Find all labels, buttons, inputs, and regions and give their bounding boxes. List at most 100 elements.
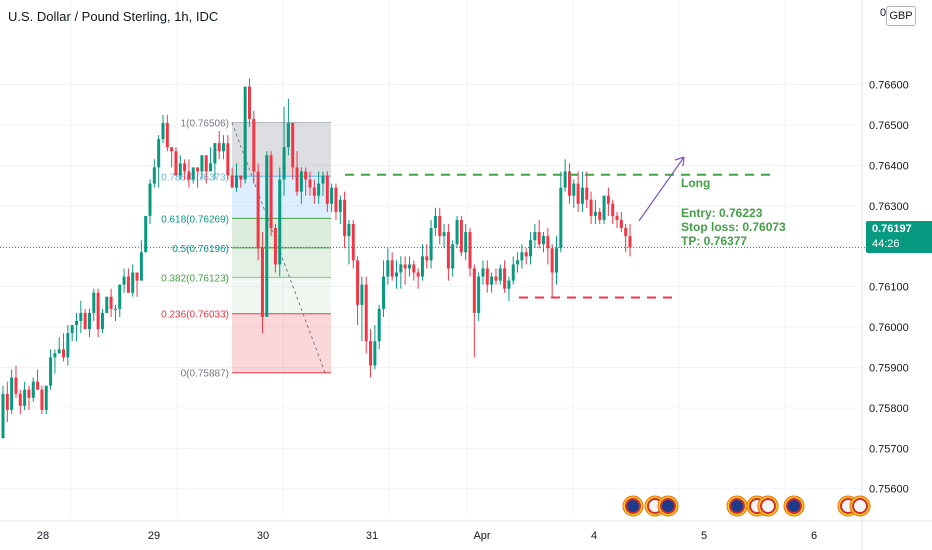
- candle-body: [62, 349, 66, 358]
- candle-body: [420, 256, 424, 277]
- candle-body: [308, 179, 312, 188]
- candle-body: [619, 219, 623, 229]
- candle-body: [550, 248, 554, 273]
- fib-zone-5: [232, 313, 331, 373]
- candle-body: [226, 143, 230, 176]
- candle-body: [92, 292, 96, 313]
- candle-body: [317, 183, 321, 196]
- trade-take-profit: TP: 0.76377: [681, 234, 748, 248]
- candle-body: [611, 203, 615, 216]
- candle-body: [139, 252, 143, 281]
- candle-body: [589, 199, 593, 216]
- candle-body: [217, 143, 221, 152]
- candle-body: [399, 264, 403, 273]
- candle-body: [10, 377, 14, 410]
- candle-body: [373, 341, 377, 366]
- candle-body: [126, 276, 130, 293]
- candle-body: [286, 122, 290, 148]
- candle-body: [174, 151, 178, 176]
- fib-label-0: 0(0.75887): [181, 369, 229, 380]
- fib-label-1: 1(0.76506): [181, 119, 229, 130]
- candle-body: [325, 175, 329, 204]
- candle-body: [321, 175, 325, 184]
- time-axis-tick: 4: [591, 530, 597, 542]
- currency-badge[interactable]: GBP: [886, 6, 916, 26]
- candle-body: [576, 183, 580, 204]
- candle-body: [343, 199, 347, 237]
- gbp-flag-icon[interactable]: [657, 495, 679, 517]
- trade-direction: Long: [681, 176, 711, 190]
- candle-body: [204, 155, 208, 172]
- candle-body: [187, 171, 191, 180]
- gbp-flag-icon[interactable]: [622, 495, 644, 517]
- candle-body: [338, 199, 342, 212]
- candle-body: [403, 264, 407, 269]
- time-axis-tick: 28: [37, 530, 49, 542]
- price-axis-tick: 0.76400: [869, 160, 909, 172]
- candle-body: [377, 308, 381, 342]
- candle-body: [100, 312, 104, 330]
- candle-body: [170, 147, 174, 152]
- candle-body: [278, 179, 282, 265]
- time-axis-tick: 30: [257, 530, 269, 542]
- candle-body: [252, 118, 256, 172]
- candle-body: [87, 312, 91, 330]
- candle-body: [429, 228, 433, 261]
- candle-body: [606, 195, 610, 204]
- trade-entry: Entry: 0.76223: [681, 206, 763, 220]
- candle-body: [455, 219, 459, 245]
- candle-body: [593, 211, 597, 216]
- projection-arrowhead: [674, 156, 685, 167]
- time-axis-tick: 31: [366, 530, 378, 542]
- candle-body: [485, 268, 489, 285]
- candle-body: [5, 393, 9, 410]
- gbp-flag-icon[interactable]: [726, 495, 748, 517]
- fib-zone-4: [232, 277, 331, 314]
- candle-body: [364, 284, 368, 342]
- candle-body: [265, 155, 269, 317]
- candle-body: [213, 143, 217, 164]
- candle-body: [598, 211, 602, 220]
- candle-body: [178, 163, 182, 176]
- candle-body: [83, 312, 87, 330]
- candle-body: [412, 264, 416, 273]
- candle-body: [312, 187, 316, 196]
- candle-body: [235, 175, 239, 188]
- gbp-flag-icon[interactable]: [783, 495, 805, 517]
- candle-body: [282, 147, 286, 180]
- candle-body: [14, 377, 18, 394]
- candle-body: [520, 252, 524, 261]
- candle-body: [196, 167, 200, 172]
- candle-body: [334, 187, 338, 212]
- candles-group: [1, 78, 632, 439]
- candle-body: [273, 228, 277, 265]
- candle-body: [148, 183, 152, 216]
- candle-body: [446, 232, 450, 269]
- fib-zone-1: [232, 176, 331, 219]
- candle-body: [559, 187, 563, 249]
- candle-body: [416, 272, 420, 277]
- candle-body: [23, 389, 27, 406]
- candle-body: [230, 175, 234, 188]
- candle-body: [291, 122, 295, 168]
- candle-body: [260, 248, 264, 317]
- candle-body: [200, 155, 204, 172]
- usd-flag-icon[interactable]: [849, 495, 871, 517]
- projection-arrow-line: [638, 156, 685, 222]
- candle-body: [442, 232, 446, 237]
- time-axis-tick: 29: [148, 530, 160, 542]
- candle-body: [503, 268, 507, 289]
- candle-body: [472, 268, 476, 313]
- candle-body: [299, 171, 303, 192]
- usd-flag-icon[interactable]: [757, 495, 779, 517]
- candle-body: [438, 215, 442, 237]
- candle-body: [131, 272, 135, 293]
- candle-body: [615, 215, 619, 220]
- fib-label-0.382: 0.382(0.76123): [161, 273, 229, 284]
- candle-body: [533, 232, 537, 241]
- fib-label-0.618: 0.618(0.76269): [161, 214, 229, 225]
- candle-body: [66, 333, 70, 358]
- price-axis-tick: 0.76600: [869, 80, 909, 92]
- fib-label-0.236: 0.236(0.76033): [161, 310, 229, 321]
